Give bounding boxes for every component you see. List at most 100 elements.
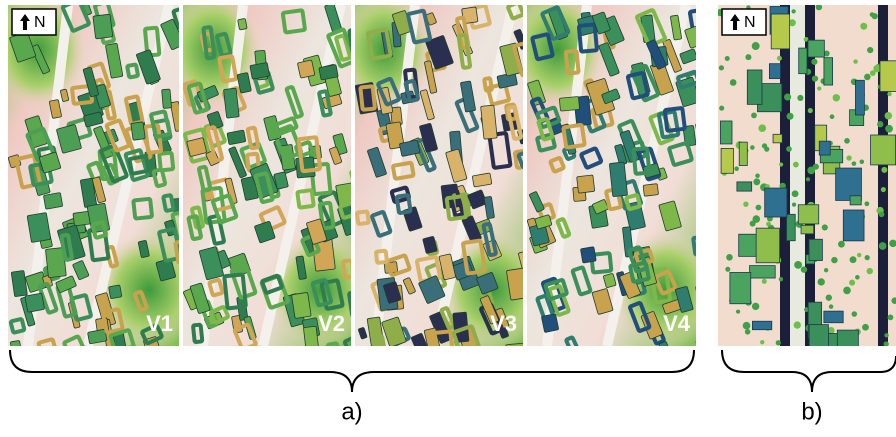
tree	[867, 47, 873, 53]
building	[756, 228, 779, 263]
tree	[794, 321, 801, 328]
building	[296, 157, 316, 178]
tree	[725, 56, 730, 61]
building	[773, 134, 782, 143]
tree	[870, 12, 875, 17]
building	[765, 188, 787, 217]
tree	[760, 340, 764, 344]
building	[93, 14, 113, 39]
building	[328, 343, 341, 365]
building	[824, 311, 843, 323]
tree	[762, 143, 767, 148]
caption-a: a)	[341, 398, 362, 425]
tree	[786, 146, 792, 152]
tree	[885, 125, 893, 133]
tree	[787, 113, 794, 120]
street-block	[780, 5, 790, 346]
tree	[870, 70, 876, 76]
building	[769, 64, 780, 79]
tree	[776, 340, 781, 345]
building	[541, 314, 558, 333]
building	[843, 210, 864, 241]
tree	[864, 201, 869, 206]
brace-b	[722, 350, 896, 392]
building	[696, 339, 713, 366]
tree	[818, 278, 825, 285]
tree	[808, 108, 813, 113]
tree	[755, 173, 760, 178]
tree	[877, 121, 883, 127]
building	[643, 184, 658, 197]
tree	[816, 4, 822, 10]
caption-b: b)	[801, 398, 822, 425]
tree	[730, 79, 737, 86]
tree	[829, 304, 833, 308]
building	[27, 213, 51, 243]
tree	[792, 203, 796, 207]
tree	[745, 54, 751, 60]
building	[693, 237, 707, 255]
building	[481, 105, 498, 139]
tree	[806, 177, 810, 181]
building	[609, 162, 627, 197]
building	[559, 97, 579, 112]
tree	[817, 86, 821, 90]
north-label: N	[744, 14, 756, 31]
tree	[719, 106, 724, 111]
tree	[811, 59, 817, 65]
view-label: V1	[146, 311, 173, 336]
tree	[725, 267, 730, 272]
tree	[743, 322, 751, 330]
tree	[844, 138, 850, 144]
tree	[719, 65, 724, 70]
tree	[831, 257, 837, 263]
tree	[752, 303, 759, 310]
tree	[797, 95, 803, 101]
tree	[745, 329, 751, 335]
figure: NV1V2V3V4N a) b)	[0, 0, 896, 432]
building	[227, 130, 246, 145]
building	[695, 122, 708, 146]
tree	[750, 145, 754, 149]
tree	[860, 160, 865, 165]
view-label: V3	[490, 311, 517, 336]
tree	[852, 161, 857, 166]
tree	[801, 266, 807, 272]
building	[737, 182, 752, 191]
view-label: V4	[663, 311, 691, 336]
building	[799, 48, 807, 74]
tree	[812, 75, 818, 81]
building	[871, 135, 896, 165]
tree	[807, 167, 815, 175]
building	[43, 193, 62, 210]
building	[786, 214, 795, 240]
building	[819, 141, 830, 155]
tree	[824, 268, 828, 272]
building	[801, 225, 814, 234]
tree	[849, 280, 855, 286]
tree	[752, 42, 760, 50]
tree	[862, 324, 869, 331]
view-label: V2	[318, 311, 345, 336]
building	[224, 88, 240, 118]
tree	[743, 202, 748, 207]
building	[798, 205, 818, 224]
building	[131, 122, 145, 140]
tree	[794, 261, 802, 269]
tree	[860, 23, 867, 30]
tree	[843, 287, 851, 295]
street-block	[878, 5, 888, 346]
tree	[850, 256, 857, 263]
tree	[855, 275, 860, 280]
building	[292, 292, 312, 318]
tree	[751, 113, 757, 119]
building	[720, 121, 732, 144]
building	[319, 64, 338, 80]
map-view: V4	[507, 0, 721, 373]
tree	[881, 187, 886, 192]
tree	[879, 212, 885, 218]
building	[809, 325, 828, 359]
tree	[857, 253, 861, 257]
tree	[762, 279, 767, 284]
